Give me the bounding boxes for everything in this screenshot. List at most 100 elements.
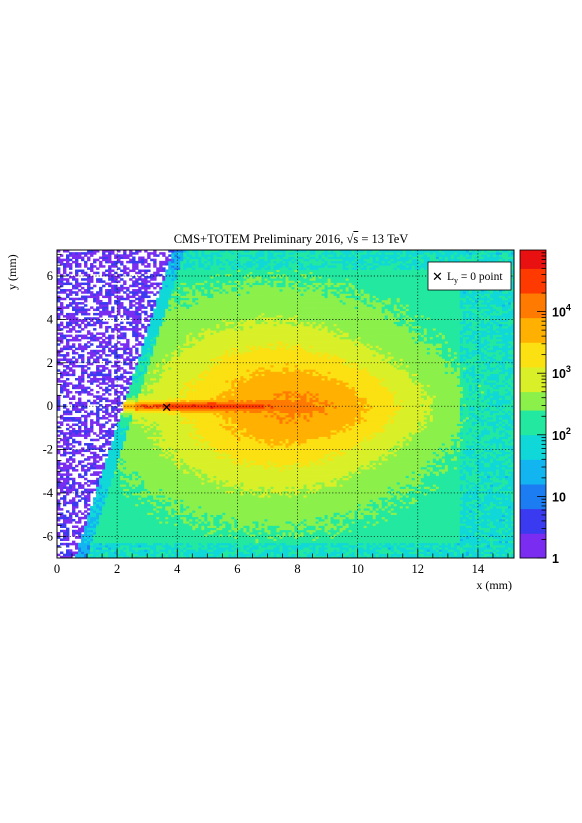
heatmap-cell <box>183 319 187 322</box>
heatmap-cell <box>144 369 148 372</box>
heatmap-cell <box>138 364 142 368</box>
heatmap-cell <box>99 497 103 500</box>
heatmap-cell <box>126 534 130 537</box>
heatmap-cell <box>69 464 73 468</box>
heatmap-cell <box>102 367 106 370</box>
heatmap-cell <box>87 317 91 320</box>
heatmap-cell <box>87 351 91 355</box>
heatmap-cell <box>138 466 142 470</box>
heatmap-cell <box>129 495 133 498</box>
heatmap-cell <box>126 414 130 418</box>
heatmap-cell <box>183 547 187 550</box>
heatmap-cell <box>138 423 142 427</box>
heatmap-cell <box>186 527 190 531</box>
heatmap-cell <box>72 349 76 353</box>
heatmap-cell <box>144 482 148 485</box>
heatmap-cell <box>81 271 85 275</box>
heatmap-cell <box>186 538 190 541</box>
heatmap-cell <box>93 531 97 535</box>
heatmap-cell <box>120 523 124 526</box>
heatmap-cell <box>153 514 157 518</box>
heatmap-cell <box>117 460 121 463</box>
heatmap-cell <box>156 367 160 370</box>
heatmap-cell <box>57 250 61 253</box>
heatmap-cell <box>132 434 136 437</box>
heatmap-cell <box>165 390 169 394</box>
heatmap-cell <box>153 338 157 342</box>
heatmap-cell <box>114 547 118 550</box>
heatmap-cell <box>183 553 187 557</box>
heatmap-cell <box>63 325 67 329</box>
heatmap-cell <box>99 471 103 474</box>
heatmap-cell <box>78 427 82 431</box>
heatmap-cell <box>108 458 112 461</box>
heatmap-cell <box>72 503 76 507</box>
heatmap-cell <box>177 338 181 342</box>
heatmap-cell <box>159 508 163 511</box>
heatmap-cell <box>144 451 148 455</box>
heatmap-cell <box>96 484 100 487</box>
heatmap-cell <box>117 419 121 422</box>
heatmap-cell <box>177 471 181 474</box>
heatmap-cell <box>84 308 88 312</box>
heatmap-cell <box>72 417 76 420</box>
heatmap-cell <box>126 371 130 374</box>
heatmap-cell <box>180 354 184 357</box>
heatmap-cell <box>111 386 115 390</box>
heatmap-cell <box>186 549 190 552</box>
heatmap-cell <box>174 427 178 431</box>
heatmap-cell <box>174 477 178 481</box>
heatmap-cell <box>153 312 157 316</box>
heatmap-cell <box>141 278 145 281</box>
heatmap-cell <box>129 492 133 496</box>
heatmap-cell <box>183 508 187 511</box>
heatmap-cell <box>102 252 106 255</box>
heatmap-cell <box>183 299 187 303</box>
heatmap-cell <box>177 358 181 361</box>
heatmap-cell <box>102 553 106 557</box>
heatmap-cell <box>96 456 100 459</box>
heatmap-cell <box>144 382 148 385</box>
heatmap-cell <box>189 341 193 344</box>
heatmap-cell <box>132 325 136 329</box>
heatmap-cell <box>162 551 166 555</box>
heatmap-cell <box>183 538 187 541</box>
heatmap-cell <box>81 364 85 368</box>
heatmap-cell <box>180 540 184 544</box>
heatmap-cell <box>102 284 106 288</box>
heatmap-cell <box>147 375 151 379</box>
heatmap-cell <box>171 432 175 435</box>
heatmap-cell <box>72 501 76 505</box>
heatmap-cell <box>117 367 121 370</box>
heatmap-cell <box>105 377 109 381</box>
heatmap-cell <box>141 451 145 455</box>
heatmap-cell <box>135 456 139 459</box>
heatmap-cell <box>189 321 193 325</box>
heatmap-cell <box>180 373 184 377</box>
heatmap-cell <box>174 417 178 420</box>
heatmap-cell <box>129 377 133 381</box>
heatmap-cell <box>168 425 172 429</box>
heatmap-cell <box>165 289 169 292</box>
heatmap-cell <box>162 508 166 511</box>
heatmap-cell <box>93 351 97 355</box>
heatmap-cell <box>117 549 121 552</box>
heatmap-cell <box>144 518 148 522</box>
heatmap-cell <box>177 486 181 489</box>
heatmap-cell <box>168 477 172 481</box>
heatmap-cell <box>93 401 97 405</box>
heatmap-cell <box>120 328 124 331</box>
heatmap-cell <box>189 358 193 361</box>
heatmap-cell <box>102 477 106 481</box>
heatmap-cell <box>150 495 154 498</box>
heatmap-cell <box>165 421 169 424</box>
heatmap-cell <box>108 302 112 305</box>
heatmap-cell <box>78 462 82 466</box>
heatmap-cell <box>189 404 193 407</box>
heatmap-cell <box>186 505 190 509</box>
heatmap-cell <box>171 490 175 494</box>
heatmap-cell <box>81 497 85 500</box>
heatmap-cell <box>144 538 148 541</box>
heatmap-cell <box>153 469 157 472</box>
heatmap-cell <box>90 319 94 322</box>
